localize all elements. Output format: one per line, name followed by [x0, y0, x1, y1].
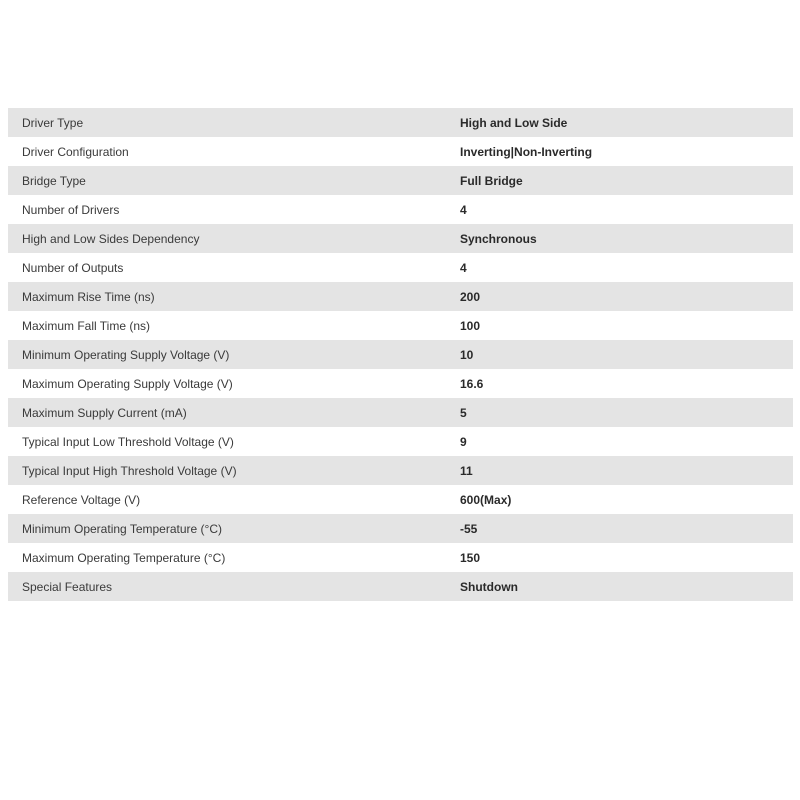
spec-value: 600(Max) [446, 485, 793, 514]
table-row: Minimum Operating Temperature (°C)-55 [8, 514, 793, 543]
table-row: High and Low Sides DependencySynchronous [8, 224, 793, 253]
table-row: Minimum Operating Supply Voltage (V)10 [8, 340, 793, 369]
table-row: Number of Outputs4 [8, 253, 793, 282]
spec-label: Maximum Supply Current (mA) [8, 398, 446, 427]
spec-label: Reference Voltage (V) [8, 485, 446, 514]
spec-value: High and Low Side [446, 108, 793, 137]
table-row: Number of Drivers4 [8, 195, 793, 224]
spec-label: Driver Type [8, 108, 446, 137]
spec-label: Maximum Operating Supply Voltage (V) [8, 369, 446, 398]
spec-value: 11 [446, 456, 793, 485]
spec-value: 4 [446, 195, 793, 224]
spec-value: 10 [446, 340, 793, 369]
table-row: Maximum Supply Current (mA)5 [8, 398, 793, 427]
table-row: Typical Input High Threshold Voltage (V)… [8, 456, 793, 485]
spec-value: Full Bridge [446, 166, 793, 195]
table-row: Driver ConfigurationInverting|Non-Invert… [8, 137, 793, 166]
spec-value: 9 [446, 427, 793, 456]
specifications-table: Driver TypeHigh and Low SideDriver Confi… [8, 108, 793, 601]
spec-label: Typical Input High Threshold Voltage (V) [8, 456, 446, 485]
table-row: Bridge TypeFull Bridge [8, 166, 793, 195]
spec-label: High and Low Sides Dependency [8, 224, 446, 253]
spec-label: Bridge Type [8, 166, 446, 195]
table-row: Special FeaturesShutdown [8, 572, 793, 601]
table-row: Driver TypeHigh and Low Side [8, 108, 793, 137]
spec-value: Synchronous [446, 224, 793, 253]
spec-value: -55 [446, 514, 793, 543]
spec-label: Special Features [8, 572, 446, 601]
spec-value: 5 [446, 398, 793, 427]
table-row: Maximum Operating Supply Voltage (V)16.6 [8, 369, 793, 398]
table-row: Maximum Operating Temperature (°C)150 [8, 543, 793, 572]
spec-label: Typical Input Low Threshold Voltage (V) [8, 427, 446, 456]
spec-value: 100 [446, 311, 793, 340]
table-row: Maximum Fall Time (ns)100 [8, 311, 793, 340]
spec-label: Maximum Rise Time (ns) [8, 282, 446, 311]
spec-value: 200 [446, 282, 793, 311]
spec-value: 4 [446, 253, 793, 282]
table-row: Reference Voltage (V)600(Max) [8, 485, 793, 514]
spec-label: Maximum Fall Time (ns) [8, 311, 446, 340]
spec-label: Minimum Operating Temperature (°C) [8, 514, 446, 543]
spec-label: Minimum Operating Supply Voltage (V) [8, 340, 446, 369]
specifications-table-body: Driver TypeHigh and Low SideDriver Confi… [8, 108, 793, 601]
table-row: Typical Input Low Threshold Voltage (V)9 [8, 427, 793, 456]
spec-value: 150 [446, 543, 793, 572]
spec-label: Number of Outputs [8, 253, 446, 282]
spec-value: 16.6 [446, 369, 793, 398]
table-row: Maximum Rise Time (ns)200 [8, 282, 793, 311]
spec-label: Driver Configuration [8, 137, 446, 166]
spec-value: Shutdown [446, 572, 793, 601]
spec-label: Number of Drivers [8, 195, 446, 224]
spec-value: Inverting|Non-Inverting [446, 137, 793, 166]
spec-label: Maximum Operating Temperature (°C) [8, 543, 446, 572]
